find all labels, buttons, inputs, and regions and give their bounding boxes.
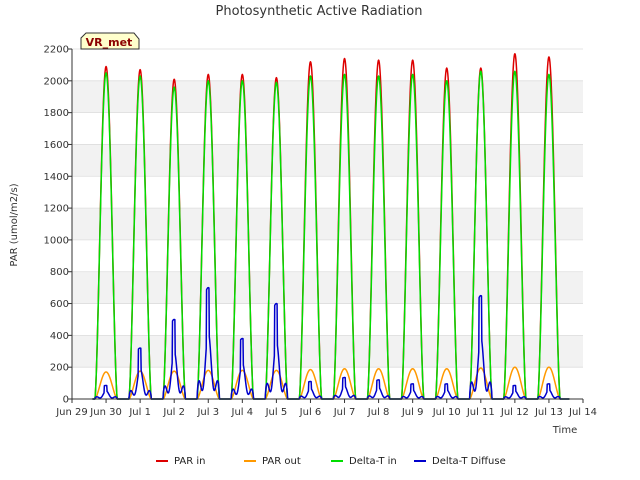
grid-band	[72, 176, 583, 209]
y-tick-label: 0	[63, 395, 69, 406]
x-tick-label: Jul 10	[432, 407, 461, 418]
x-axis-label: Time	[552, 425, 577, 436]
legend: PAR in PAR out Delta-T in Delta-T Diffuse	[156, 456, 506, 467]
x-tick-label: Jul 4	[231, 407, 254, 418]
y-tick-label: 400	[50, 331, 69, 342]
x-ticks: Jun 29 Jun 30 Jul 1 Jul 2 Jul 3 Jul 4 Jul 5 Jul…	[55, 399, 597, 418]
y-tick-label: 1400	[44, 172, 69, 183]
site-badge: VR_met	[80, 32, 140, 50]
x-tick-label: Jul 12	[500, 407, 529, 418]
x-tick-label: Jul 7	[333, 407, 356, 418]
legend-label: PAR in	[174, 456, 205, 467]
y-tick-label: 1000	[44, 235, 69, 246]
y-axis-label: PAR (umol/m2/s)	[9, 183, 20, 266]
x-tick-label: Jul 3	[196, 407, 219, 418]
legend-label: PAR out	[262, 456, 301, 467]
grid-band	[72, 80, 583, 113]
y-tick-label: 1800	[44, 108, 69, 119]
y-ticks: 0 200 400 600 800 1000 1200 1400 1600 1800 2000 220…	[44, 45, 72, 406]
x-tick-label: Jul 9	[401, 407, 424, 418]
y-tick-label: 2200	[44, 45, 69, 56]
x-tick-label: Jul 11	[466, 407, 495, 418]
grid-band	[72, 271, 583, 304]
grid-band	[72, 49, 583, 81]
x-tick-label: Jul 8	[367, 407, 390, 418]
grid-bands	[72, 49, 583, 399]
x-tick-label: Jun 30	[89, 407, 122, 418]
site-badge-label: VR_met	[86, 36, 133, 49]
x-tick-label: Jul 13	[534, 407, 563, 418]
grid-band	[72, 239, 583, 272]
grid-band	[72, 208, 583, 240]
x-tick-label: Jun 29	[55, 407, 88, 418]
y-tick-label: 1200	[44, 204, 69, 215]
axes	[71, 49, 583, 400]
legend-label: Delta-T in	[349, 456, 397, 467]
grid-band	[72, 112, 583, 145]
grid-band	[72, 367, 583, 399]
y-tick-label: 800	[50, 267, 69, 278]
x-tick-label: Jul 6	[299, 407, 322, 418]
y-tick-label: 600	[50, 299, 69, 310]
y-tick-label: 2000	[44, 76, 69, 87]
x-tick-label: Jul 1	[128, 407, 151, 418]
grid-band	[72, 303, 583, 336]
chart-title: Photosynthetic Active Radiation	[216, 4, 423, 19]
y-tick-label: 200	[50, 363, 69, 374]
x-tick-label: Jul 5	[265, 407, 288, 418]
grid-band	[72, 144, 583, 177]
site-badge-box	[80, 32, 140, 50]
y-tick-label: 1600	[44, 140, 69, 151]
grid-band	[72, 335, 583, 368]
x-tick-label: Jul 14	[568, 407, 597, 418]
legend-label: Delta-T Diffuse	[432, 456, 506, 467]
x-tick-label: Jul 2	[162, 407, 185, 418]
